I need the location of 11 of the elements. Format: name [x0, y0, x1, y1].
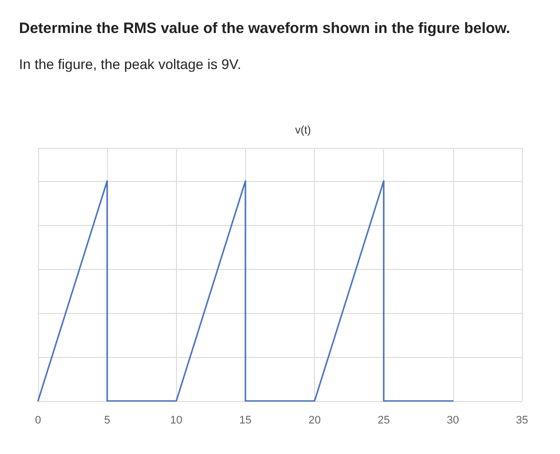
chart-title: Determine the RMS value of the waveform shown in the figure below.	[19, 20, 510, 37]
chart-subtitle: In the figure, the peak voltage is 9V.	[19, 56, 242, 72]
x-tick-label: 25	[378, 414, 390, 426]
x-tick-label: 15	[239, 414, 252, 426]
x-tick-label: 35	[516, 414, 528, 426]
x-tick-label: 20	[308, 414, 321, 426]
x-tick-label: 5	[104, 414, 110, 426]
x-tick-label: 10	[170, 414, 182, 426]
x-tick-label: 30	[446, 414, 459, 426]
y-axis-title: v(t)	[295, 124, 311, 136]
x-tick-label: 0	[34, 414, 42, 426]
